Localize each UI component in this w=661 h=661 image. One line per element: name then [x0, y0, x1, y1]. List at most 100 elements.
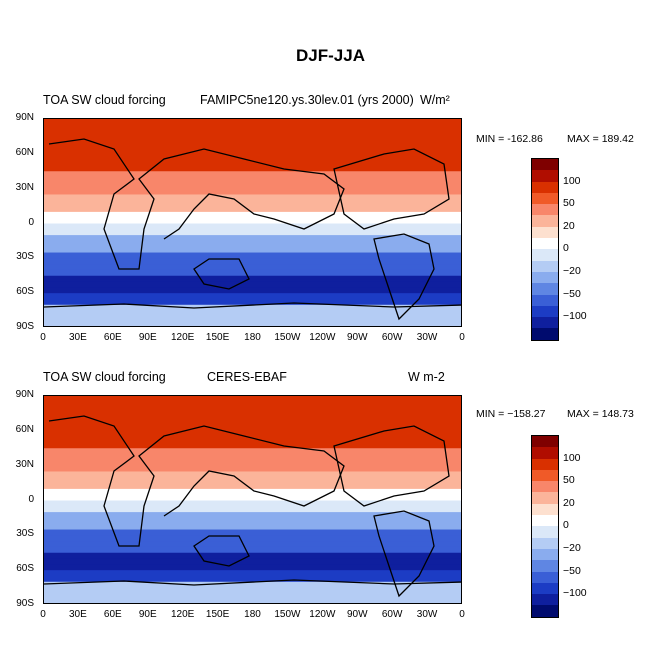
heatmap-band — [44, 316, 461, 323]
colorbar-swatch — [532, 159, 558, 171]
colorbar-swatch — [532, 447, 558, 459]
heatmap-band — [44, 430, 461, 438]
colorbar-swatch — [532, 436, 558, 448]
lat-tick-label: 90S — [16, 598, 34, 609]
lat-tick-label: 90N — [15, 112, 34, 123]
lon-tick-label: 30E — [69, 332, 87, 343]
panel-center-title: FAMIPC5ne120.ys.30lev.01 (yrs 2000) — [200, 93, 414, 107]
colorbar-label: 100 — [563, 174, 581, 187]
coastline — [44, 579, 461, 586]
heatmap-band — [44, 535, 461, 542]
heatmap-band — [44, 142, 461, 149]
heatmap-band — [44, 269, 461, 277]
heatmap-band — [44, 465, 461, 473]
colorbar-swatch — [532, 215, 558, 227]
lon-tick-label: 120W — [309, 332, 336, 343]
colorbar-swatch — [532, 283, 558, 295]
lon-tick-label: 60E — [103, 609, 122, 620]
figure-title: DJF-JJA — [296, 46, 365, 65]
heatmap-band — [44, 546, 461, 554]
colorbar-swatch — [532, 181, 558, 193]
lat-tick-label: 0 — [28, 493, 34, 505]
lon-tick-label: 120E — [170, 609, 195, 620]
colorbar-label: −100 — [563, 587, 587, 600]
heatmap-band — [44, 258, 461, 265]
heatmap-band — [44, 575, 461, 583]
heatmap-band — [44, 298, 461, 306]
heatmap-band — [44, 587, 461, 594]
colorbar-swatch — [532, 317, 558, 329]
colorbar-swatch — [532, 582, 558, 595]
lon-tick-label: 180 — [244, 332, 261, 343]
colorbar-swatch — [532, 548, 558, 561]
coastline — [333, 425, 450, 507]
heatmap-band — [44, 275, 461, 283]
panel-left-title: TOA SW cloud forcing — [43, 93, 166, 107]
coastline — [333, 148, 450, 230]
heatmap-band — [44, 413, 461, 420]
colorbar-swatch — [532, 192, 558, 205]
lat-tick-label: 60N — [15, 146, 34, 158]
lat-tick-label: 30S — [16, 528, 34, 540]
map-plot-area — [43, 118, 462, 327]
max-label: MAX = 148.73 — [567, 408, 634, 420]
heatmap-band — [44, 281, 461, 288]
lon-tick-label: 150E — [205, 332, 230, 343]
colorbar-swatch — [532, 481, 558, 493]
heatmap-band — [44, 419, 461, 426]
colorbar-swatch — [532, 571, 558, 583]
heatmap-band — [44, 401, 461, 409]
heatmap-band — [44, 436, 461, 444]
colorbar-swatch — [532, 560, 558, 572]
lon-tick-label: 150E — [205, 609, 230, 620]
heatmap-band — [44, 119, 461, 126]
heatmap-band — [44, 304, 461, 312]
heatmap-band — [44, 252, 461, 259]
colorbar-swatch — [532, 271, 558, 284]
colorbar-swatch — [532, 526, 558, 538]
colorbar-label: 20 — [563, 496, 575, 509]
lon-tick-label: 30W — [416, 332, 438, 343]
lat-tick-label: 90N — [15, 389, 34, 400]
coastline — [193, 535, 250, 567]
lat-tick-label: 90S — [16, 321, 34, 332]
heatmap-band — [44, 171, 461, 178]
panel-units: W m-2 — [408, 370, 445, 384]
colorbar-swatch — [532, 226, 558, 239]
colorbar-swatch — [532, 249, 558, 261]
heatmap-band — [44, 148, 461, 155]
lat-tick-label: 30N — [15, 458, 34, 470]
colorbar-swatch — [532, 170, 558, 182]
colorbar-swatch — [532, 503, 558, 516]
lon-tick-label: 90E — [138, 332, 157, 343]
heatmap-band — [44, 599, 461, 603]
heatmap-band — [44, 177, 461, 184]
coastline — [373, 510, 435, 598]
heatmap-band — [44, 529, 461, 536]
colorbar-swatch — [532, 260, 558, 272]
colorbar-swatch — [532, 605, 558, 617]
lon-tick-label: 30E — [69, 609, 87, 620]
heatmap-band — [44, 322, 461, 326]
colorbar-label: 50 — [563, 197, 575, 210]
min-label: MIN = -162.86 — [476, 133, 543, 145]
lon-tick-label: 0 — [40, 609, 46, 620]
heatmap-band — [44, 500, 461, 507]
heatmap-field — [44, 396, 461, 603]
colorbar-swatch — [532, 328, 558, 340]
heatmap-band — [44, 194, 461, 201]
heatmap-band — [44, 552, 461, 560]
heatmap-band — [44, 407, 461, 415]
lon-tick-label: 90W — [346, 332, 368, 343]
heatmap-band — [44, 454, 461, 461]
colorbar-swatch — [532, 458, 558, 470]
colorbar-swatch — [532, 305, 558, 318]
heatmap-band — [44, 564, 461, 571]
map-panel-model: TOA SW cloud forcing FAMIPC5ne120.ys.30l… — [0, 90, 661, 360]
lon-tick-label: 120E — [170, 332, 195, 343]
lat-tick-label: 60S — [16, 286, 34, 298]
heatmap-band — [44, 541, 461, 548]
lon-tick-label: 90E — [138, 609, 157, 620]
colorbar-label: 0 — [563, 242, 569, 255]
colorbar-label: 50 — [563, 474, 575, 487]
